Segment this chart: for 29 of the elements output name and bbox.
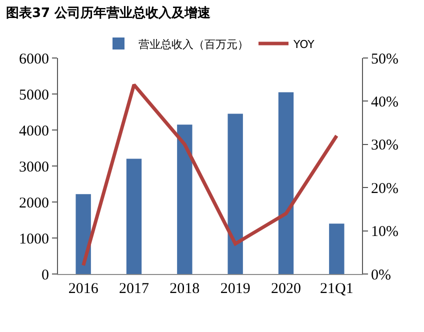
- bar: [76, 194, 91, 274]
- bar: [278, 92, 294, 274]
- y-tick-label: 4000: [19, 123, 49, 140]
- y2-tick-label: 30%: [371, 138, 398, 154]
- x-tick-label: 2020: [271, 281, 301, 297]
- y-tick-label: 2000: [19, 195, 49, 212]
- y-tick-label: 3000: [19, 159, 49, 176]
- bar: [228, 114, 243, 274]
- y2-tick-label: 0%: [371, 267, 391, 284]
- x-tick-label: 21Q1: [320, 281, 354, 297]
- y-tick-label: 1000: [19, 231, 49, 248]
- y2-tick-label: 10%: [371, 224, 398, 240]
- chart-title: 图表37 公司历年营业总收入及增速: [6, 4, 211, 22]
- line-series: [82, 83, 338, 268]
- bar: [126, 158, 142, 274]
- y2-tick-label: 20%: [371, 180, 398, 197]
- x-tick-label: 2017: [119, 281, 150, 297]
- y-tick-label: 6000: [19, 51, 49, 68]
- legend-label: YOY: [292, 38, 315, 51]
- y2-tick-label: 40%: [371, 94, 398, 110]
- bar: [177, 124, 192, 274]
- x-tick-label: 2019: [220, 281, 250, 297]
- x-tick-label: 2016: [68, 281, 99, 297]
- legend-label: 营业总收入（百万元）: [138, 38, 248, 51]
- y2-tick-label: 50%: [371, 51, 398, 68]
- x-tick-label: 2018: [170, 281, 200, 297]
- y-tick-label: 0: [42, 267, 49, 284]
- bar: [329, 224, 344, 274]
- y-tick-label: 5000: [19, 87, 49, 104]
